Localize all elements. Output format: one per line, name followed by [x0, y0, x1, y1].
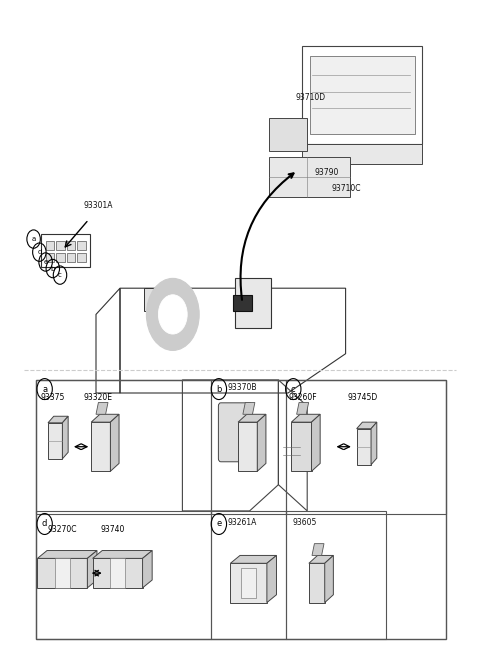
Polygon shape	[309, 555, 333, 563]
Polygon shape	[48, 417, 68, 423]
Text: 93790: 93790	[314, 168, 339, 177]
Polygon shape	[291, 422, 312, 472]
Text: d: d	[37, 249, 42, 255]
FancyBboxPatch shape	[77, 241, 86, 250]
Text: 93320E: 93320E	[84, 392, 113, 402]
FancyBboxPatch shape	[233, 295, 252, 311]
FancyBboxPatch shape	[46, 253, 54, 262]
Text: b: b	[50, 265, 55, 272]
FancyBboxPatch shape	[46, 241, 54, 250]
Polygon shape	[238, 422, 257, 472]
Polygon shape	[93, 550, 152, 558]
Polygon shape	[62, 417, 68, 458]
Text: 93745D: 93745D	[347, 392, 378, 402]
Polygon shape	[48, 423, 62, 458]
Circle shape	[158, 295, 187, 334]
Polygon shape	[312, 415, 320, 472]
FancyBboxPatch shape	[144, 288, 180, 311]
Polygon shape	[257, 415, 266, 472]
Polygon shape	[269, 118, 307, 151]
Polygon shape	[297, 402, 309, 415]
Polygon shape	[312, 544, 324, 555]
Polygon shape	[357, 422, 377, 428]
Polygon shape	[143, 550, 152, 588]
Polygon shape	[110, 415, 119, 472]
Polygon shape	[96, 402, 108, 415]
Text: a: a	[42, 384, 47, 394]
Polygon shape	[230, 555, 276, 563]
Polygon shape	[267, 555, 276, 603]
Polygon shape	[91, 415, 119, 422]
Polygon shape	[93, 558, 143, 588]
Circle shape	[146, 278, 199, 350]
FancyBboxPatch shape	[77, 253, 86, 262]
Text: d: d	[42, 519, 48, 529]
Text: c: c	[58, 272, 62, 278]
Polygon shape	[309, 563, 324, 603]
Text: 93605: 93605	[293, 517, 317, 527]
Text: a: a	[32, 236, 36, 242]
FancyBboxPatch shape	[110, 558, 125, 588]
Polygon shape	[291, 415, 320, 422]
FancyBboxPatch shape	[67, 253, 75, 262]
Text: 93740: 93740	[101, 525, 125, 534]
Polygon shape	[310, 56, 415, 134]
FancyBboxPatch shape	[67, 241, 75, 250]
Text: b: b	[216, 384, 222, 394]
FancyArrowPatch shape	[240, 174, 293, 300]
FancyBboxPatch shape	[241, 568, 256, 598]
Text: c: c	[291, 384, 296, 394]
Polygon shape	[357, 428, 371, 465]
FancyBboxPatch shape	[55, 558, 70, 588]
Text: e: e	[44, 259, 48, 265]
Text: 93260F: 93260F	[288, 392, 317, 402]
Text: 93261A: 93261A	[228, 517, 257, 527]
FancyBboxPatch shape	[218, 403, 252, 462]
Polygon shape	[37, 558, 87, 588]
Text: e: e	[216, 519, 221, 529]
Text: 93710D: 93710D	[295, 92, 325, 102]
Polygon shape	[37, 550, 97, 558]
Polygon shape	[91, 422, 110, 472]
Polygon shape	[87, 550, 97, 588]
Text: 93710C: 93710C	[331, 184, 360, 193]
Polygon shape	[235, 278, 271, 328]
FancyBboxPatch shape	[56, 241, 65, 250]
Polygon shape	[243, 402, 255, 415]
Text: 93370B: 93370B	[228, 383, 257, 392]
Polygon shape	[302, 144, 422, 164]
Polygon shape	[371, 422, 377, 465]
Polygon shape	[238, 415, 266, 422]
Text: 93375: 93375	[41, 392, 65, 402]
Polygon shape	[324, 555, 333, 603]
FancyBboxPatch shape	[56, 253, 65, 262]
Polygon shape	[230, 563, 267, 603]
Polygon shape	[269, 157, 350, 196]
Text: 93270C: 93270C	[48, 525, 77, 534]
Text: 93301A: 93301A	[84, 200, 113, 210]
